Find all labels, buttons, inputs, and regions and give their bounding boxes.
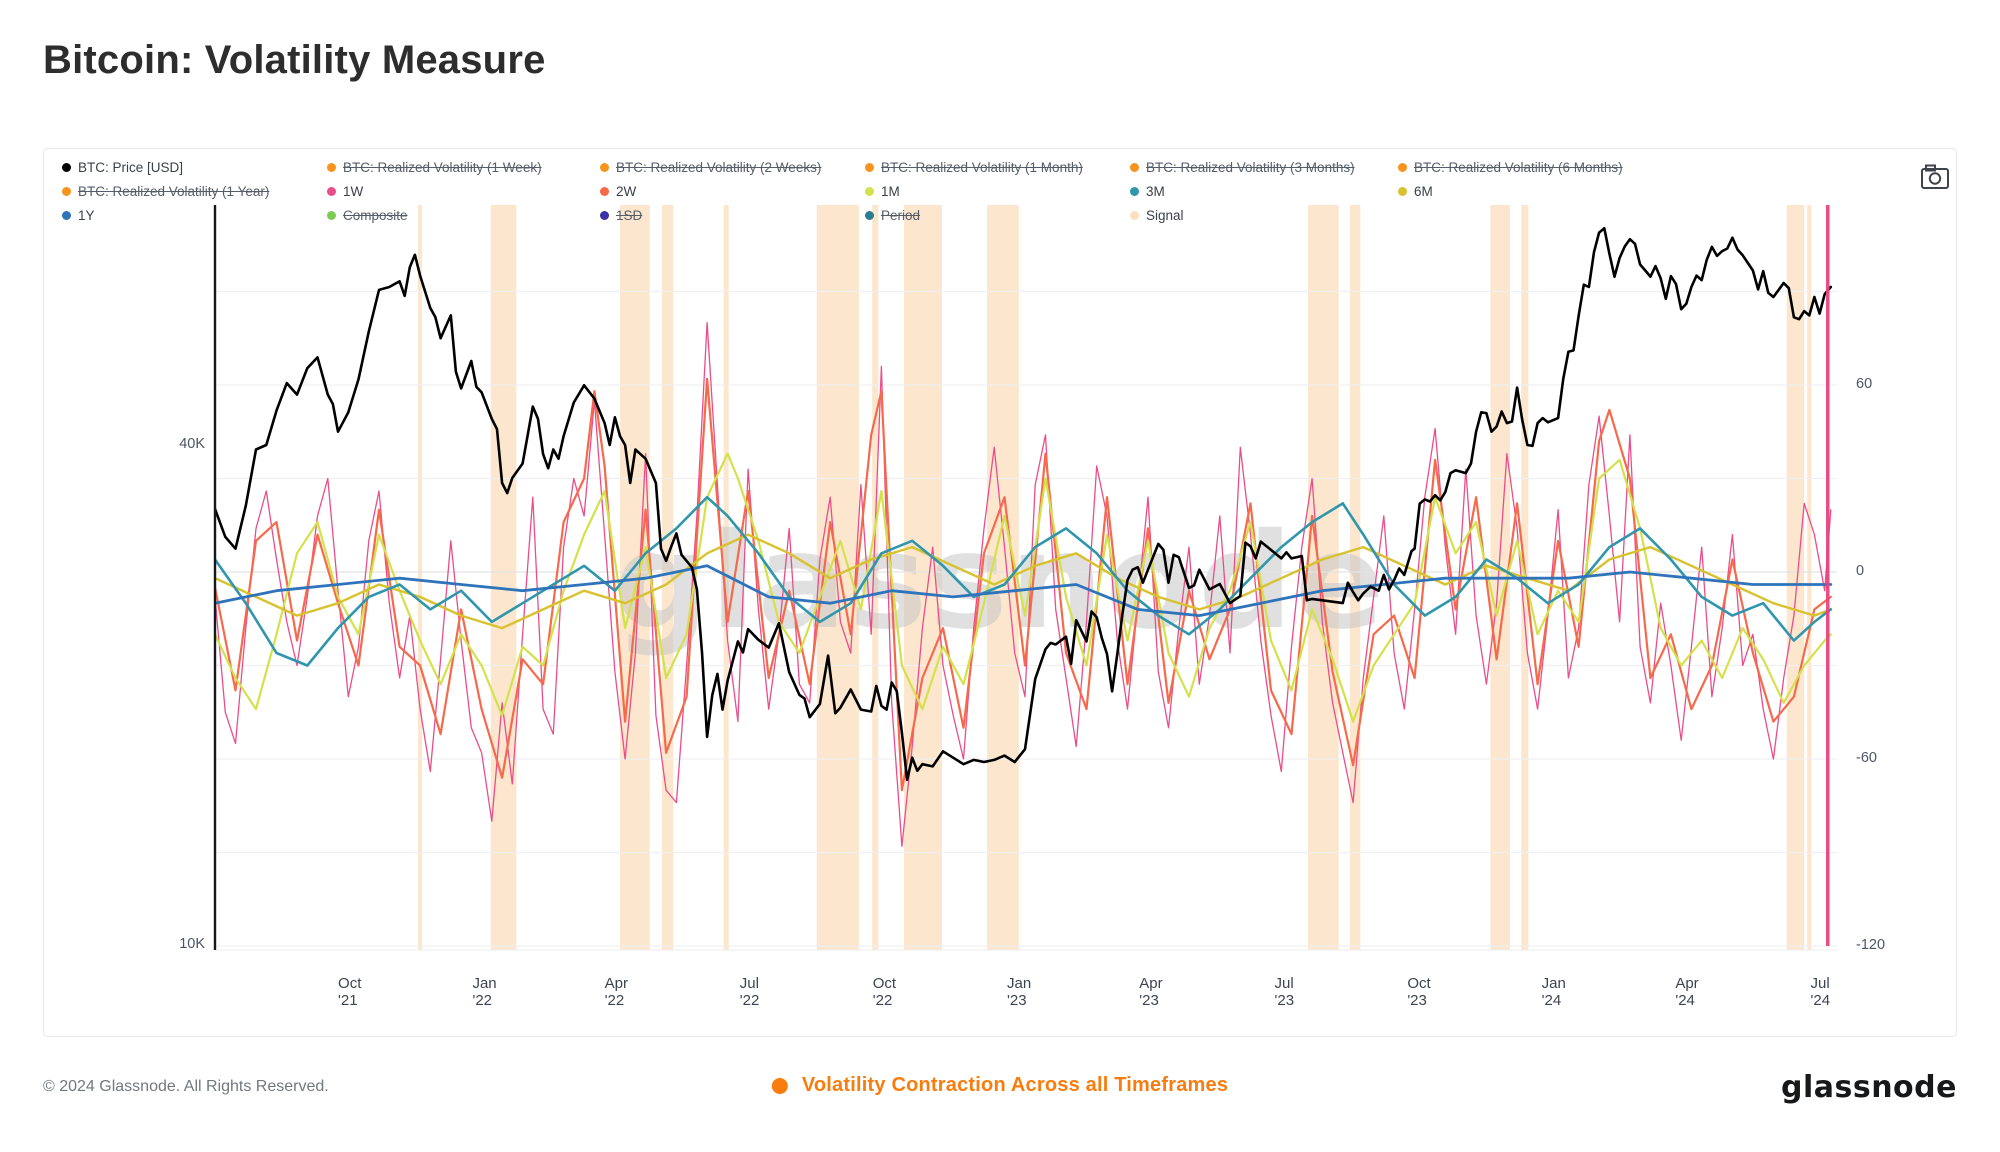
legend-label: BTC: Realized Volatility (6 Months) — [1414, 160, 1623, 175]
signal-band — [723, 205, 729, 950]
series-2w — [215, 377, 1832, 792]
legend-label: BTC: Realized Volatility (1 Month) — [881, 160, 1083, 175]
legend-dot-icon — [1398, 187, 1407, 196]
legend-item-btc-realized-volatility-1-week-[interactable]: BTC: Realized Volatility (1 Week) — [327, 160, 600, 175]
x-tick: Oct '23 — [1407, 975, 1431, 1009]
y-right-tick: 0 — [1856, 563, 1865, 579]
x-tick: Jan '23 — [1007, 975, 1032, 1009]
legend-label: 2W — [616, 184, 637, 199]
legend-label: BTC: Realized Volatility (2 Weeks) — [616, 160, 822, 175]
legend-dot-icon — [327, 187, 336, 196]
series-1m — [215, 452, 1832, 723]
legend-label: 3M — [1146, 184, 1165, 199]
x-tick: Apr '23 — [1139, 975, 1163, 1009]
y-left-tick: 40K — [179, 436, 205, 452]
legend-item-1m[interactable]: 1M — [865, 184, 1130, 199]
signal-band — [490, 205, 517, 950]
series-3m — [215, 495, 1833, 667]
legend-dot-icon — [1398, 163, 1407, 172]
series-1w — [215, 322, 1832, 847]
legend-dot-icon — [62, 163, 71, 172]
series-1y — [215, 564, 1833, 617]
legend-label: 1M — [881, 184, 900, 199]
legend-label: 1W — [343, 184, 364, 199]
legend-label: BTC: Realized Volatility (1 Year) — [78, 184, 270, 199]
legend-dot-icon — [62, 187, 71, 196]
y-right-tick: 60 — [1856, 376, 1873, 392]
legend-item-3m[interactable]: 3M — [1130, 184, 1398, 199]
glassnode-logo: glassnode — [1780, 1070, 1957, 1105]
x-tick: Jan '24 — [1541, 975, 1566, 1009]
x-tick: Jul '23 — [1274, 975, 1295, 1009]
signal-band — [1349, 205, 1361, 950]
legend-item-btc-realized-volatility-2-weeks-[interactable]: BTC: Realized Volatility (2 Weeks) — [600, 160, 865, 175]
legend-label: Period — [881, 208, 921, 223]
legend-label: BTC: Price [USD] — [78, 160, 184, 175]
footer-copyright: © 2024 Glassnode. All Rights Reserved. — [43, 1078, 329, 1095]
signal-band — [418, 205, 423, 950]
x-tick: Oct '21 — [338, 975, 362, 1009]
y-left-tick: 10K — [179, 935, 205, 952]
legend-label: BTC: Realized Volatility (3 Months) — [1146, 160, 1355, 175]
legend-item-composite[interactable]: Composite — [327, 208, 600, 223]
legend-dot-icon — [1130, 163, 1139, 172]
legend-dot-icon — [600, 163, 609, 172]
legend-item-1y[interactable]: 1Y — [62, 208, 327, 223]
chart-legend: BTC: Price [USD] BTC: Realized Volatility… — [62, 160, 1862, 223]
signal-band — [1307, 205, 1339, 950]
annotation-text: Volatility Contraction Across all Timefr… — [801, 1074, 1229, 1096]
legend-item-btc-realized-volatility-3-months-[interactable]: BTC: Realized Volatility (3 Months) — [1130, 160, 1398, 175]
legend-dot-icon — [600, 187, 609, 196]
x-tick: Apr '24 — [1675, 975, 1699, 1009]
legend-dot-icon — [865, 163, 874, 172]
legend-dot-icon — [327, 163, 336, 172]
legend-item-1sd[interactable]: 1SD — [600, 208, 865, 223]
annotation-dot-icon — [771, 1077, 788, 1094]
x-tick: Oct '22 — [872, 975, 897, 1009]
legend-item-btc-realized-volatility-6-months-[interactable]: BTC: Realized Volatility (6 Months) — [1398, 160, 1862, 175]
camera-icon — [1921, 164, 1949, 189]
legend-dot-icon — [600, 211, 609, 220]
legend-label: Signal — [1146, 208, 1184, 223]
legend-dot-icon — [327, 211, 336, 220]
x-tick: Jan '22 — [472, 975, 497, 1009]
legend-dot-icon — [865, 187, 874, 196]
legend-label: 1Y — [78, 208, 95, 223]
legend-item-6m[interactable]: 6M — [1398, 184, 1862, 199]
legend-item-signal[interactable]: Signal — [1130, 208, 1398, 223]
series-btc-price-usd- — [215, 226, 1833, 782]
x-tick: Jul '24 — [1810, 975, 1831, 1009]
legend-item-btc-realized-volatility-1-year-[interactable]: BTC: Realized Volatility (1 Year) — [62, 184, 327, 199]
page-title: Bitcoin: Volatility Measure — [43, 38, 546, 82]
legend-label: Composite — [343, 208, 408, 223]
legend-label: BTC: Realized Volatility (1 Week) — [343, 160, 542, 175]
legend-item-2w[interactable]: 2W — [600, 184, 865, 199]
legend-dot-icon — [1130, 211, 1139, 220]
signal-band — [662, 205, 674, 950]
legend-dot-icon — [865, 211, 874, 220]
signal-band — [1786, 205, 1805, 950]
x-tick: Jul '22 — [739, 975, 760, 1009]
legend-dot-icon — [1130, 187, 1139, 196]
legend-item-btc-realized-volatility-1-month-[interactable]: BTC: Realized Volatility (1 Month) — [865, 160, 1130, 175]
legend-item-period[interactable]: Period — [865, 208, 1130, 223]
legend-item-1w[interactable]: 1W — [327, 184, 600, 199]
legend-label: 6M — [1414, 184, 1433, 199]
legend-label: 1SD — [616, 208, 643, 223]
camera-button[interactable] — [1918, 163, 1952, 191]
y-right-tick: -60 — [1856, 750, 1877, 766]
signal-band — [1807, 205, 1812, 950]
legend-item-btc-price-usd-[interactable]: BTC: Price [USD] — [62, 160, 327, 175]
signal-band — [872, 205, 879, 950]
legend-dot-icon — [62, 211, 71, 220]
x-tick: Apr '22 — [604, 975, 628, 1009]
footer-annotation: Volatility Contraction Across all Timefr… — [771, 1074, 1229, 1097]
y-right-tick: -120 — [1856, 937, 1886, 953]
